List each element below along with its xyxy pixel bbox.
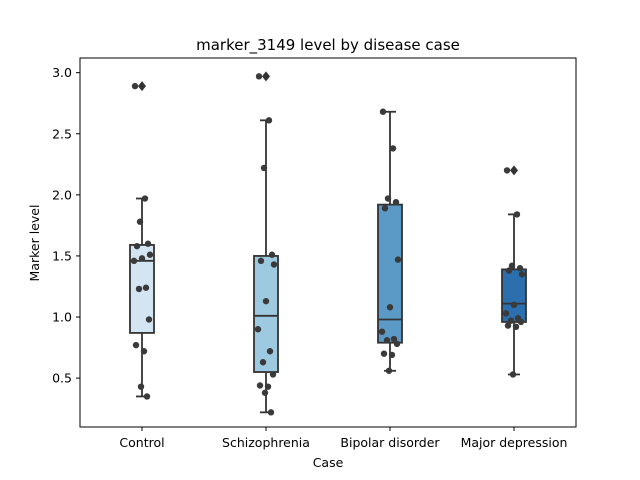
data-point [517, 318, 525, 326]
data-point [135, 285, 143, 293]
data-point [384, 195, 392, 202]
x-tick-label: Major depression [461, 435, 568, 450]
x-tick-label: Bipolar disorder [340, 435, 440, 450]
box-group [501, 165, 527, 376]
data-point [502, 310, 510, 317]
data-point [136, 218, 144, 225]
data-point [513, 211, 521, 218]
data-point [504, 322, 512, 329]
data-point [267, 409, 275, 416]
data-point [257, 257, 265, 265]
data-point [508, 262, 516, 269]
data-point [509, 371, 517, 378]
box [501, 268, 527, 323]
data-point [265, 117, 273, 124]
x-axis-label: Case [313, 455, 344, 470]
y-tick-label: 3.0 [52, 65, 72, 80]
y-tick-label: 2.5 [52, 126, 72, 141]
data-point [138, 255, 146, 262]
box [377, 203, 403, 344]
data-point [133, 242, 141, 250]
data-point [380, 350, 388, 357]
data-point [256, 382, 264, 389]
data-point [503, 167, 511, 174]
data-point [260, 164, 268, 172]
data-point [379, 108, 387, 115]
data-point [132, 341, 140, 349]
data-point [510, 301, 518, 309]
data-point [386, 304, 394, 311]
x-tick-label: Schizophrenia [222, 435, 310, 450]
y-axis: 0.5 1.0 1.5 2.0 2.5 3.0 [52, 65, 80, 386]
outlier-marker [510, 165, 518, 176]
data-point [507, 317, 515, 324]
data-point [255, 73, 263, 80]
data-point [264, 383, 272, 390]
data-point [266, 348, 274, 355]
data-point [143, 393, 151, 400]
outlier-marker [262, 71, 270, 82]
x-axis: Control Schizophrenia Bipolar disorder Majo… [119, 427, 567, 450]
data-point [392, 198, 400, 206]
data-point [381, 205, 389, 212]
data-point [378, 328, 386, 335]
data-point [137, 383, 145, 390]
data-point [394, 256, 402, 263]
x-tick-label: Control [119, 435, 164, 450]
data-point [254, 326, 262, 333]
data-point [393, 340, 401, 348]
data-point [383, 337, 391, 344]
y-axis-label: Marker level [27, 205, 42, 282]
data-point [516, 264, 524, 272]
data-point [142, 284, 150, 291]
data-point [505, 267, 513, 274]
data-point [390, 335, 398, 343]
box-group [377, 110, 403, 372]
data-point [144, 240, 152, 247]
data-point [388, 351, 396, 359]
data-point [385, 367, 393, 374]
data-point [141, 195, 149, 202]
data-point [268, 251, 276, 258]
data-point [140, 348, 148, 355]
data-point [131, 82, 139, 90]
data-point [146, 251, 154, 258]
y-tick-label: 0.5 [52, 371, 72, 386]
outlier-marker [138, 81, 146, 92]
plot-frame [79, 57, 577, 428]
y-tick-label: 1.0 [52, 310, 72, 325]
data-point [269, 371, 277, 378]
data-point [130, 257, 138, 265]
data-point [518, 271, 526, 278]
data-point [261, 389, 269, 396]
box [253, 255, 279, 373]
data-point [145, 316, 153, 323]
data-point [389, 145, 397, 152]
data-point [262, 297, 270, 305]
data-point [270, 261, 278, 268]
data-point [259, 359, 267, 366]
data-point [512, 323, 520, 331]
chart-title: marker_3149 level by disease case [196, 36, 460, 55]
y-tick-label: 1.5 [52, 248, 72, 263]
plot-area [79, 57, 577, 428]
y-tick-label: 2.0 [52, 187, 72, 202]
